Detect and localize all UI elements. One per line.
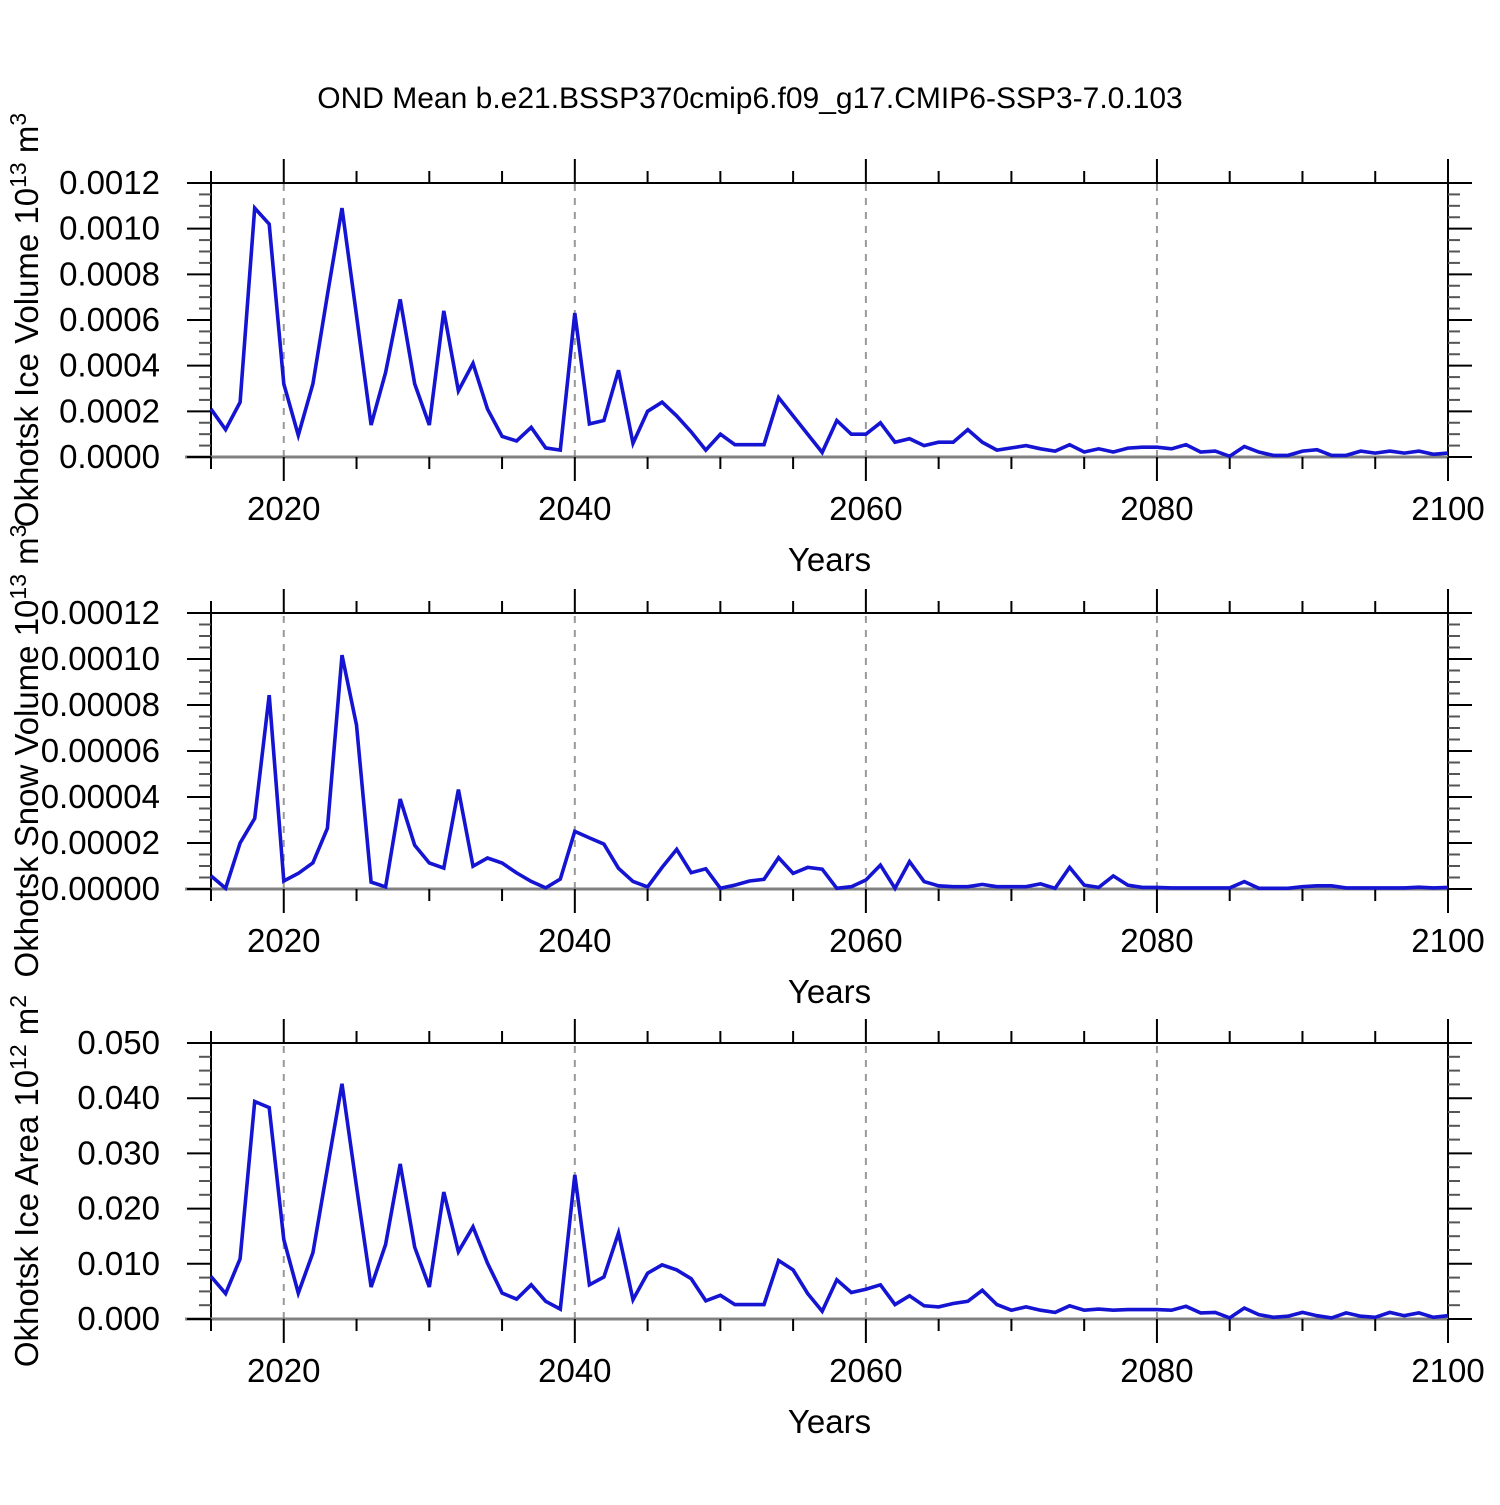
- xtick-label: 2040: [538, 490, 611, 527]
- xtick-label: 2080: [1120, 922, 1193, 959]
- x-axis-title: Years: [788, 973, 871, 1010]
- data-line-okhotsk-ice-volume: [209, 203, 1449, 459]
- ytick-label: 0.020: [77, 1190, 160, 1227]
- ytick-label: 0.00004: [41, 778, 160, 815]
- data-line-okhotsk-ice-area: [209, 1083, 1449, 1320]
- y-axis-title: Okhotsk Ice Volume 1013 m3: [5, 113, 45, 527]
- xtick-label: 2020: [247, 922, 320, 959]
- xtick-label: 2080: [1120, 490, 1193, 527]
- ytick-label: 0.00000: [41, 870, 160, 907]
- xtick-label: 2100: [1411, 490, 1484, 527]
- ytick-label: 0.000: [77, 1300, 160, 1337]
- xtick-label: 2080: [1120, 1352, 1193, 1389]
- xtick-label: 2040: [538, 922, 611, 959]
- ytick-label: 0.00006: [41, 732, 160, 769]
- ytick-label: 0.00012: [41, 594, 160, 631]
- ytick-label: 0.050: [77, 1024, 160, 1061]
- ytick-label: 0.0008: [59, 255, 160, 292]
- panel-okhotsk-ice-volume: 0.0000 0.0002 0.0004 0.0006 0.0008 0.0010 0.00…: [5, 113, 1485, 578]
- xtick-label: 2060: [829, 1352, 902, 1389]
- ytick-label: 0.0002: [59, 392, 160, 429]
- ytick-label: 0.0010: [59, 210, 160, 247]
- ytick-label: 0.0000: [59, 438, 160, 475]
- xtick-label: 2100: [1411, 1352, 1484, 1389]
- x-axis-title: Years: [788, 1403, 871, 1440]
- ytick-label: 0.010: [77, 1245, 160, 1282]
- ytick-label: 0.0004: [59, 347, 160, 384]
- panels-group: 0.0000 0.0002 0.0004 0.0006 0.0008 0.0010 0.00…: [5, 113, 1485, 1440]
- panel-okhotsk-snow-volume: 0.00000 0.00002 0.00004 0.00006 0.00008 0.000…: [5, 525, 1485, 1010]
- xtick-label: 2020: [247, 490, 320, 527]
- ytick-label: 0.00002: [41, 824, 160, 861]
- ytick-label: 0.030: [77, 1134, 160, 1171]
- ytick-label: 0.0006: [59, 301, 160, 338]
- ytick-label: 0.0012: [59, 164, 160, 201]
- data-line-okhotsk-snow-volume: [209, 654, 1449, 892]
- ytick-label: 0.00008: [41, 686, 160, 723]
- xtick-label: 2100: [1411, 922, 1484, 959]
- ytick-label: 0.00010: [41, 640, 160, 677]
- xtick-label: 2020: [247, 1352, 320, 1389]
- y-axis-title: Okhotsk Snow Volume 1013 m3: [5, 525, 45, 978]
- ytick-label: 0.040: [77, 1079, 160, 1116]
- xtick-label: 2060: [829, 490, 902, 527]
- xtick-label: 2060: [829, 922, 902, 959]
- panel-okhotsk-ice-area: 0.000 0.010 0.020 0.030 0.040 0.050 2020 2040 20…: [5, 995, 1485, 1440]
- x-axis-title: Years: [788, 541, 871, 578]
- y-axis-title: Okhotsk Ice Area 1012 m2: [5, 995, 45, 1367]
- xtick-label: 2040: [538, 1352, 611, 1389]
- figure-title: OND Mean b.e21.BSSP370cmip6.f09_g17.CMIP…: [317, 82, 1183, 115]
